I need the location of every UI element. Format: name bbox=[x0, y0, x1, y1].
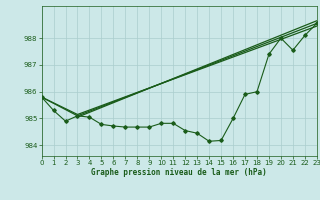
X-axis label: Graphe pression niveau de la mer (hPa): Graphe pression niveau de la mer (hPa) bbox=[91, 168, 267, 177]
